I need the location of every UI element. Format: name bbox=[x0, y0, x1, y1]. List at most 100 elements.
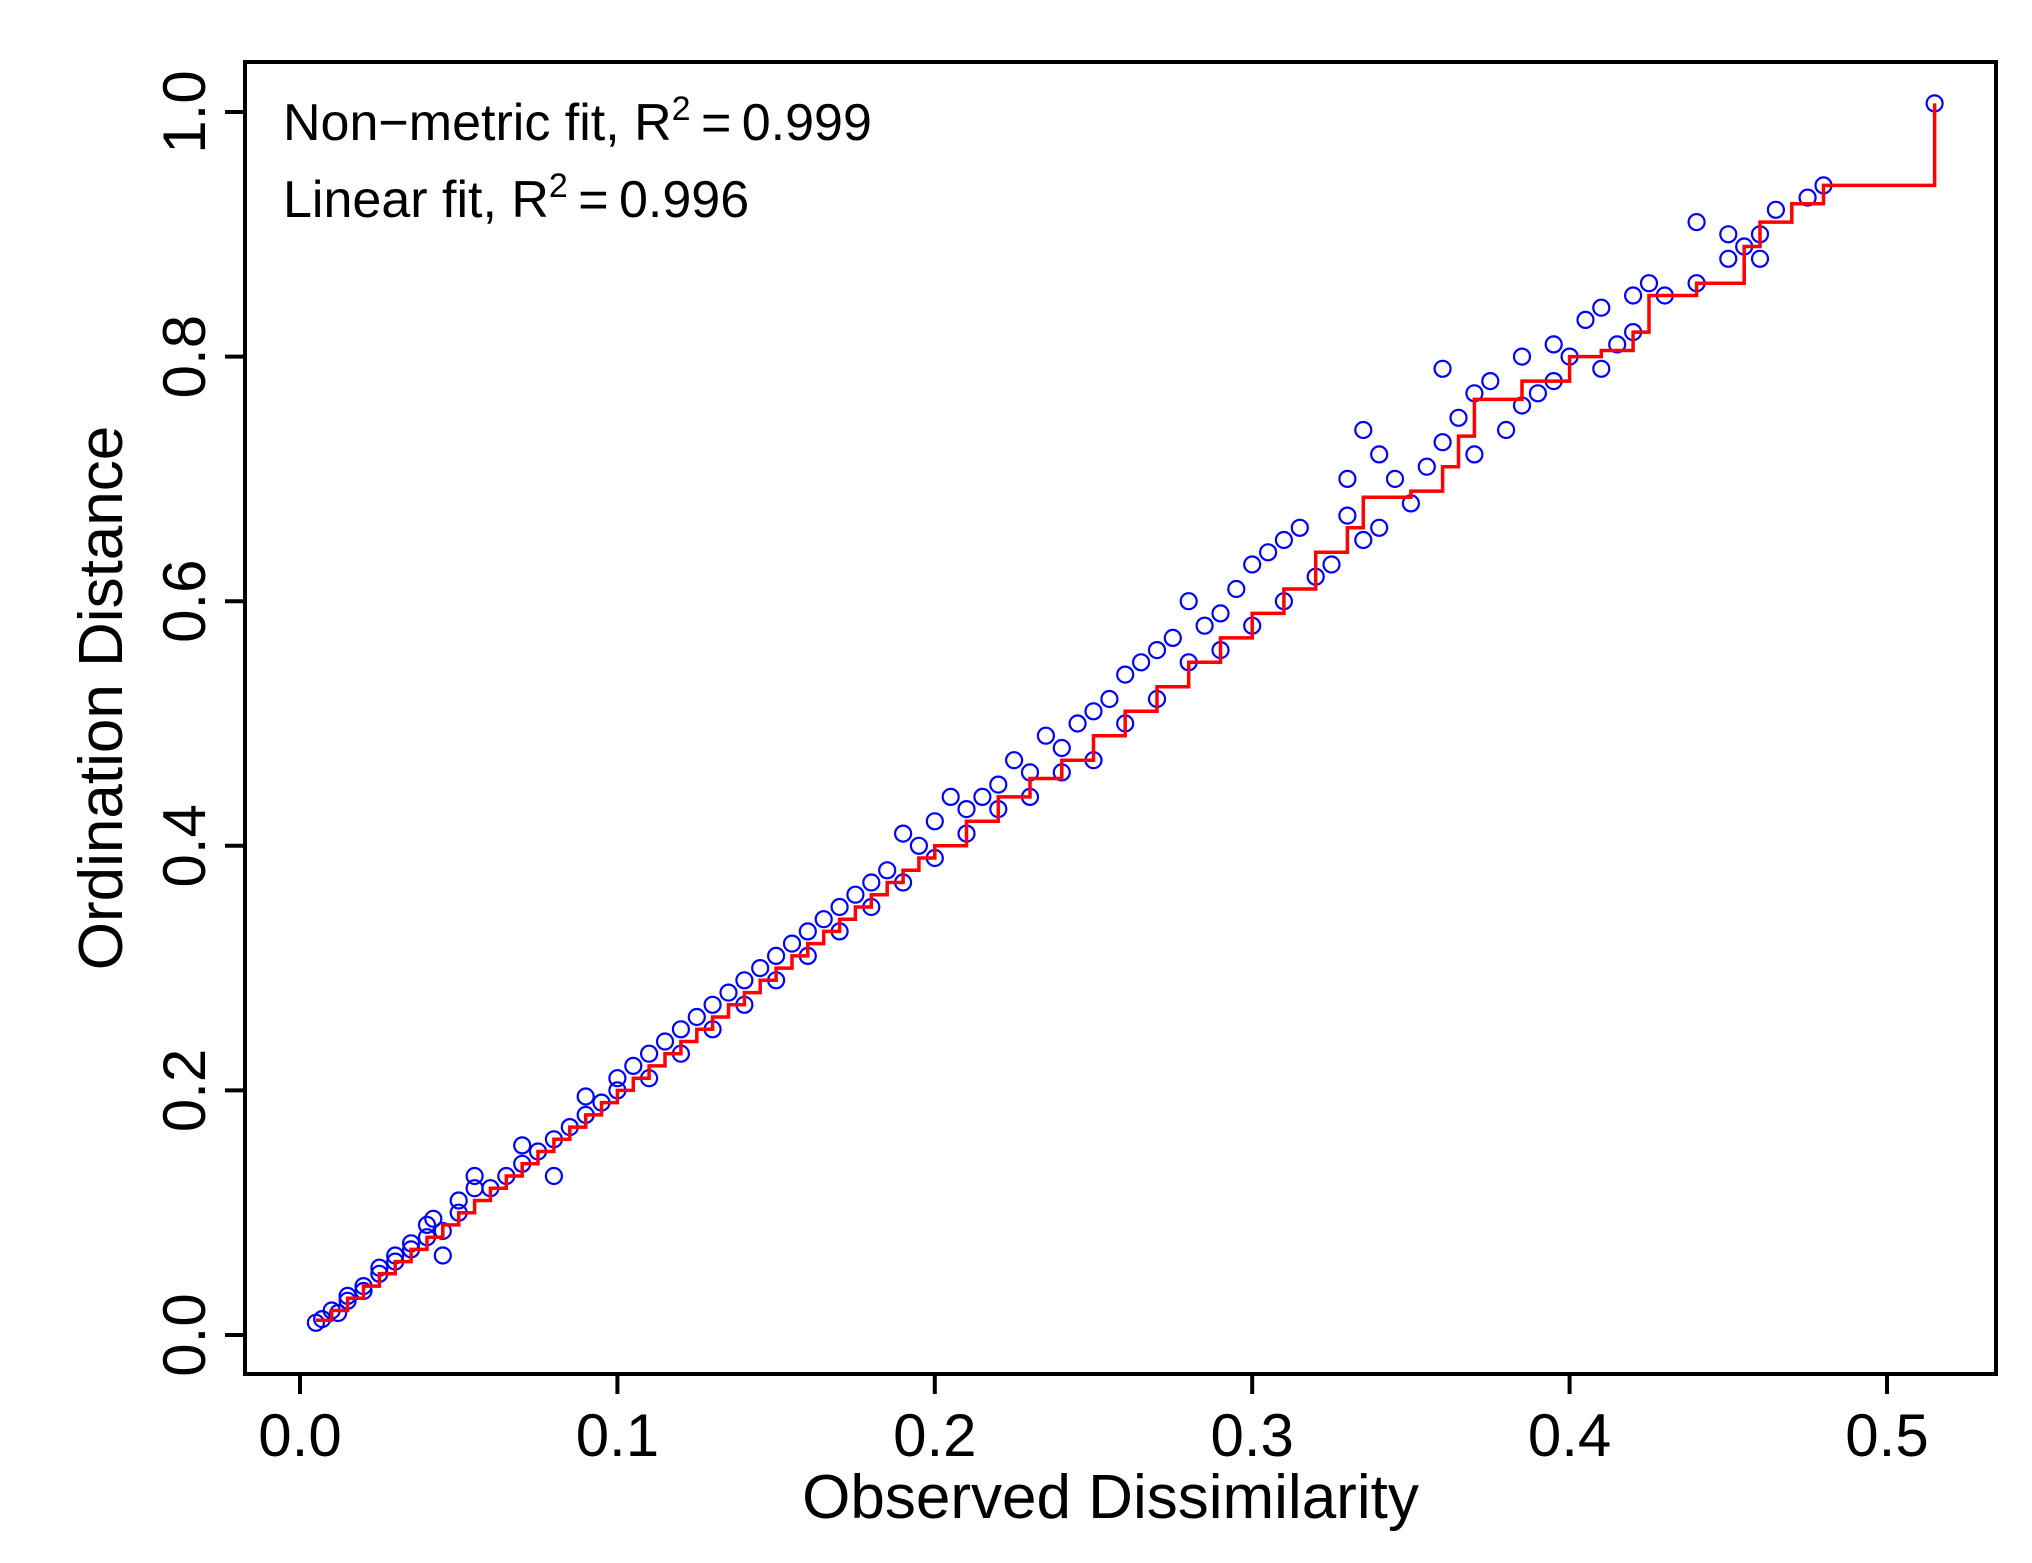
nonmetric-fit-annotation: Non−metric fit, R2 = 0.999 bbox=[283, 90, 872, 152]
data-point bbox=[1131, 653, 1151, 672]
data-point bbox=[424, 1209, 443, 1228]
data-point bbox=[751, 958, 770, 978]
data-point bbox=[1449, 408, 1468, 427]
y-tick-label: 0.2 bbox=[151, 1049, 218, 1132]
x-tick-label: 0.2 bbox=[893, 1402, 976, 1469]
data-point bbox=[1100, 689, 1119, 709]
y-tick-label: 0.4 bbox=[151, 804, 218, 887]
data-point bbox=[1163, 628, 1182, 648]
data-point bbox=[655, 1032, 675, 1051]
nonmetric-fit-superscript: 2 bbox=[672, 90, 691, 128]
data-point bbox=[1274, 530, 1294, 550]
data-point bbox=[1417, 457, 1436, 476]
data-point bbox=[1354, 420, 1373, 440]
linear-fit-label: Linear fit, R bbox=[283, 171, 549, 229]
y-axis: 0.0 0.2 0.4 0.6 0.8 1.0 bbox=[151, 70, 245, 1377]
y-axis-title: Ordination Distance bbox=[67, 426, 136, 971]
data-point bbox=[1687, 213, 1706, 232]
data-point bbox=[1243, 555, 1262, 574]
fit-line-layer bbox=[315, 103, 1937, 1323]
data-point bbox=[1354, 530, 1373, 550]
data-point bbox=[1116, 665, 1135, 684]
linear-fit-annotation: Linear fit, R2 = 0.996 bbox=[283, 167, 749, 229]
y-tick-label: 1.0 bbox=[151, 70, 218, 153]
data-point bbox=[1179, 592, 1198, 611]
x-tick-label: 0.1 bbox=[576, 1402, 659, 1469]
data-point bbox=[1036, 726, 1056, 745]
data-point bbox=[909, 836, 929, 855]
data-point bbox=[830, 897, 849, 917]
data-point bbox=[1623, 286, 1643, 305]
data-point bbox=[1576, 310, 1595, 329]
data-point bbox=[814, 910, 833, 929]
data-point bbox=[576, 1087, 595, 1106]
data-point bbox=[735, 971, 754, 990]
linear-fit-superscript: 2 bbox=[549, 167, 568, 205]
x-tick-label: 0.4 bbox=[1528, 1402, 1611, 1469]
data-point bbox=[1766, 200, 1786, 219]
data-point bbox=[1370, 518, 1389, 537]
data-point bbox=[1385, 469, 1405, 488]
data-point bbox=[1496, 420, 1516, 440]
data-point bbox=[973, 787, 992, 807]
nonmetric-fit-line bbox=[315, 103, 1937, 1323]
linear-fit-value: = 0.996 bbox=[568, 171, 749, 229]
data-point bbox=[1639, 274, 1659, 293]
data-point bbox=[433, 1246, 452, 1265]
data-point bbox=[1338, 506, 1357, 525]
data-point bbox=[703, 995, 722, 1014]
data-point bbox=[687, 1007, 706, 1027]
data-point bbox=[1211, 604, 1230, 623]
data-point bbox=[1147, 640, 1167, 660]
data-point bbox=[925, 812, 944, 831]
plot-frame bbox=[243, 60, 1998, 1376]
data-point bbox=[1750, 249, 1770, 268]
data-point bbox=[719, 983, 738, 1002]
data-point bbox=[544, 1166, 564, 1186]
data-point bbox=[608, 1069, 627, 1088]
data-point bbox=[782, 934, 802, 953]
data-point bbox=[1465, 445, 1484, 464]
data-point bbox=[1004, 751, 1024, 770]
data-point bbox=[1592, 298, 1611, 317]
data-point bbox=[1290, 518, 1309, 537]
data-point bbox=[1592, 359, 1611, 378]
y-tick-label: 0.0 bbox=[151, 1293, 218, 1376]
data-point bbox=[893, 824, 913, 843]
data-point bbox=[1528, 384, 1548, 403]
data-point bbox=[862, 873, 881, 892]
data-point bbox=[846, 885, 865, 904]
x-tick-label: 0.5 bbox=[1845, 1402, 1928, 1469]
data-point bbox=[989, 775, 1008, 794]
x-axis-title: Observed Dissimilarity bbox=[802, 1463, 1419, 1532]
data-point bbox=[1544, 335, 1563, 354]
data-point bbox=[417, 1215, 437, 1235]
data-point bbox=[1608, 335, 1627, 354]
data-point bbox=[941, 787, 960, 807]
data-point bbox=[798, 922, 817, 941]
data-point bbox=[465, 1166, 484, 1186]
data-point bbox=[433, 1221, 452, 1241]
data-point bbox=[1052, 738, 1071, 758]
x-tick-label: 0.0 bbox=[258, 1402, 341, 1469]
data-point bbox=[1433, 359, 1452, 378]
x-tick-label: 0.3 bbox=[1210, 1402, 1293, 1469]
data-point bbox=[1338, 469, 1357, 488]
data-point bbox=[1512, 347, 1532, 366]
data-point bbox=[1719, 225, 1738, 244]
y-tick-label: 0.8 bbox=[151, 315, 218, 398]
data-point bbox=[671, 1020, 691, 1039]
data-point bbox=[624, 1056, 643, 1076]
y-tick-label: 0.6 bbox=[151, 559, 218, 642]
data-point bbox=[1258, 543, 1278, 562]
data-point bbox=[766, 946, 786, 966]
data-point bbox=[1068, 714, 1087, 733]
nonmetric-fit-value: = 0.999 bbox=[691, 94, 872, 152]
data-point bbox=[1322, 555, 1341, 574]
x-axis: 0.0 0.1 0.2 0.3 0.4 0.5 bbox=[258, 1374, 1929, 1469]
data-point bbox=[1481, 372, 1500, 391]
data-point bbox=[1798, 188, 1817, 207]
data-point bbox=[957, 799, 976, 819]
